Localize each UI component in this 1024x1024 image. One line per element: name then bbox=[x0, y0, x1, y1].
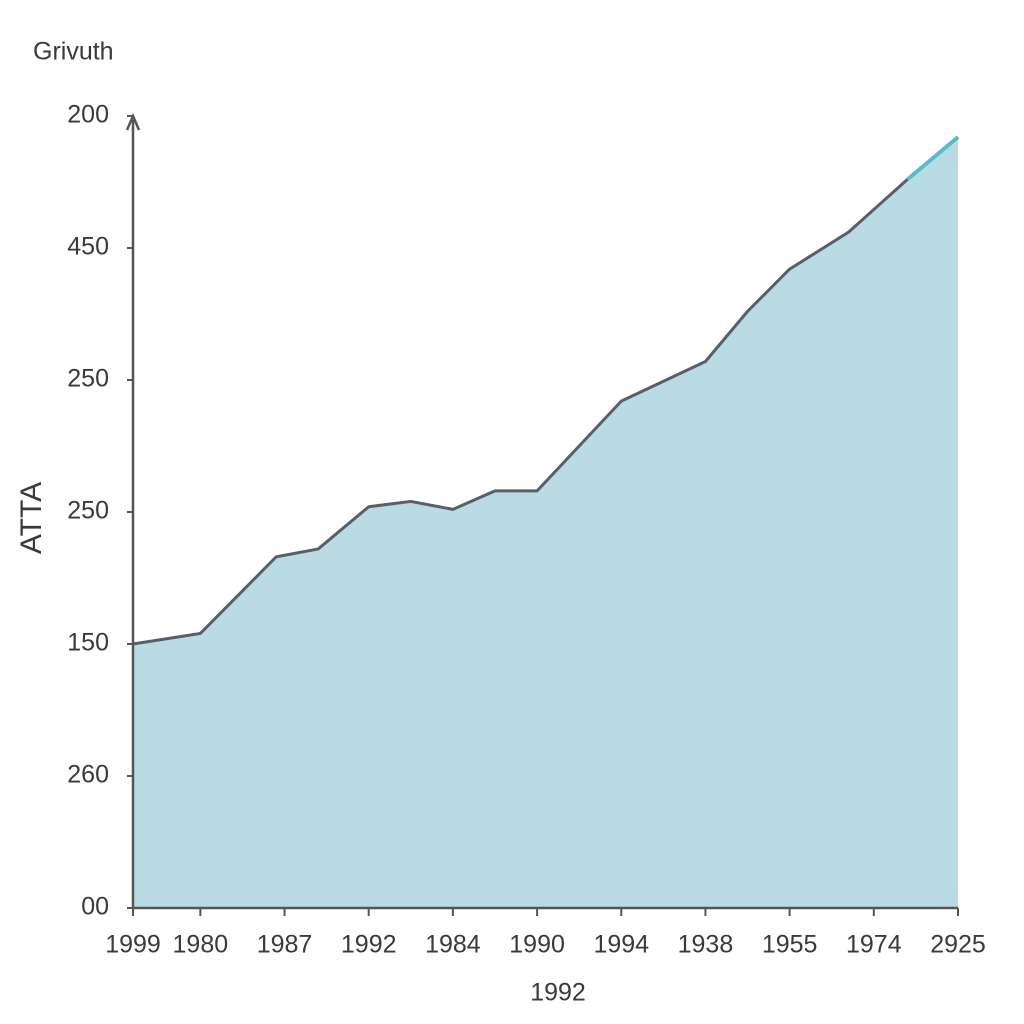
x-tick-label: 2925 bbox=[930, 931, 986, 959]
chart-title: Grivuth bbox=[33, 38, 114, 66]
x-tick-label: 1987 bbox=[257, 931, 313, 959]
line-highlight bbox=[906, 135, 960, 181]
y-tick-label: 00 bbox=[81, 893, 109, 921]
x-tick-label: 1994 bbox=[593, 931, 649, 959]
x-tick-label: 1992 bbox=[341, 931, 397, 959]
x-tick-label: 1938 bbox=[678, 931, 734, 959]
y-tick-label: 250 bbox=[67, 365, 109, 393]
y-axis-label: ATTA bbox=[15, 482, 48, 554]
area-fill bbox=[133, 137, 958, 908]
y-tick-label: 250 bbox=[67, 497, 109, 525]
x-tick-label: 1990 bbox=[509, 931, 565, 959]
x-tick-label: 1980 bbox=[173, 931, 229, 959]
area-line bbox=[132, 135, 959, 646]
x-tick-label: 1984 bbox=[425, 931, 481, 959]
x-tick-label: 1999 bbox=[105, 931, 161, 959]
x-tick-label: 1974 bbox=[846, 931, 902, 959]
y-tick-label: 260 bbox=[67, 761, 109, 789]
y-tick-label: 200 bbox=[67, 101, 109, 129]
x-tick-label: 1955 bbox=[762, 931, 818, 959]
y-tick-label: 150 bbox=[67, 629, 109, 657]
x-axis-label: 1992 bbox=[530, 979, 586, 1007]
y-tick-label: 450 bbox=[67, 233, 109, 261]
